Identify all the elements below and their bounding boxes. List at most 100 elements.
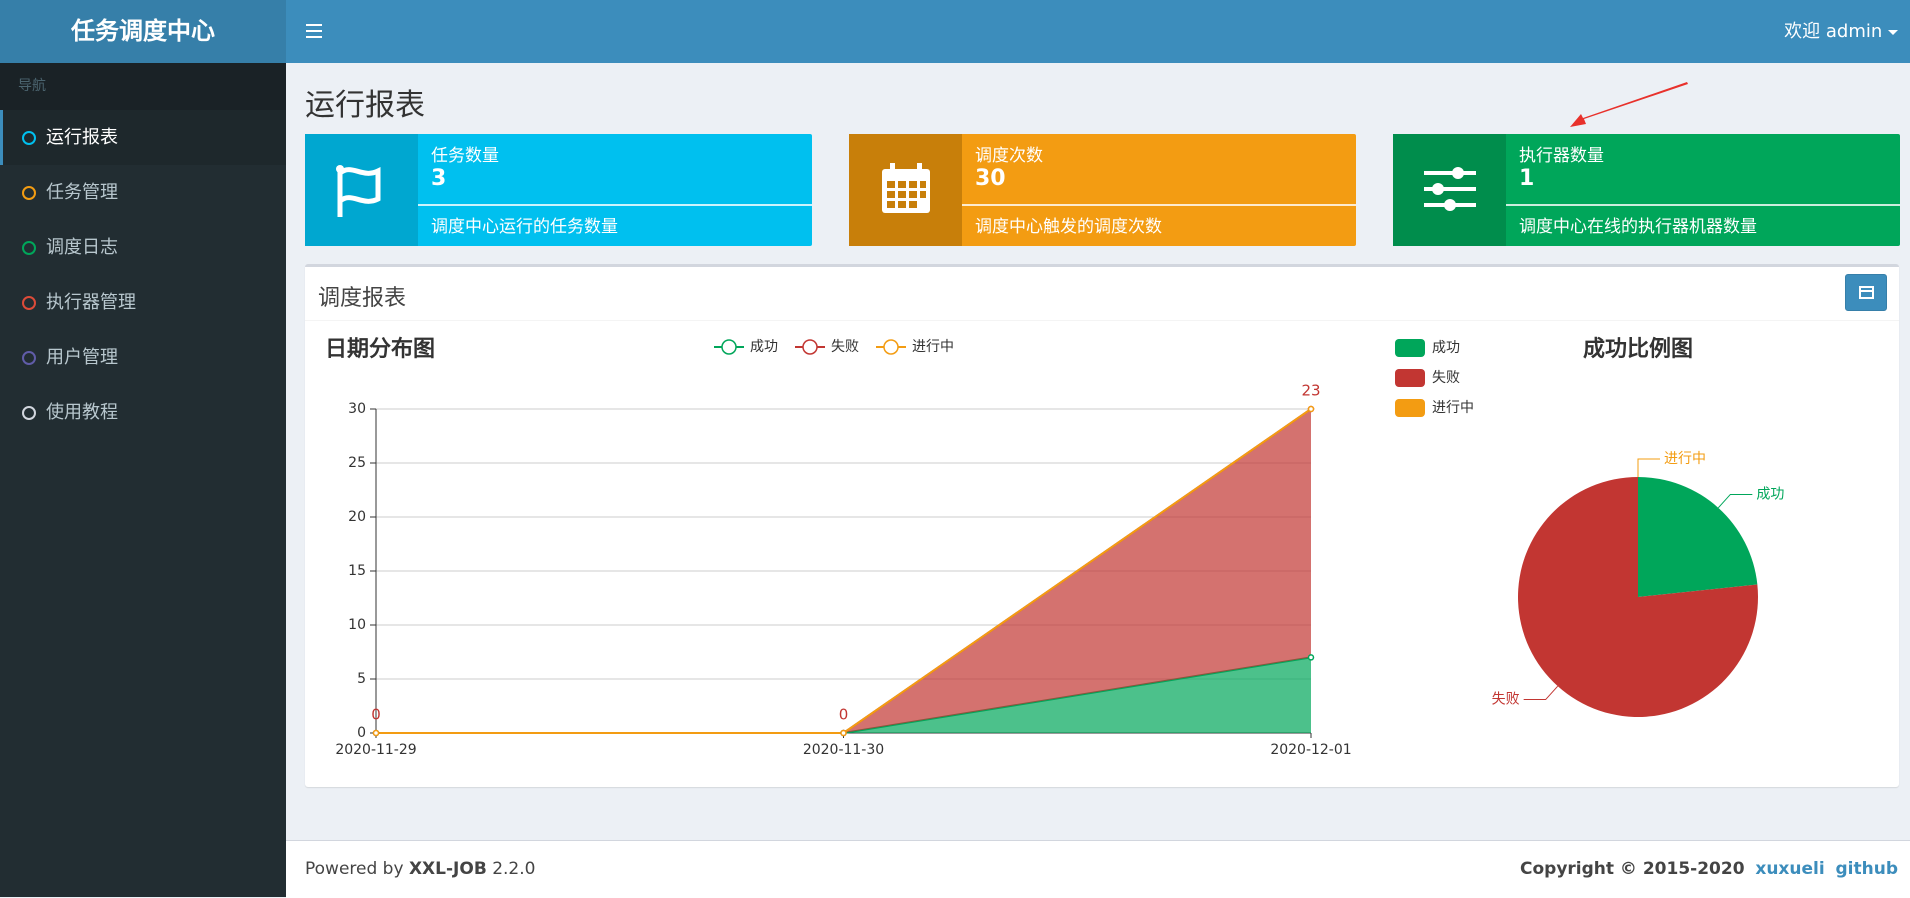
x-tick-label: 2020-11-30 (803, 742, 884, 758)
menu-item[interactable]: 执行器管理 (0, 275, 286, 330)
point (372, 729, 380, 737)
menu: 运行报表任务管理调度日志执行器管理用户管理使用教程 (0, 110, 286, 440)
user-label: 欢迎 admin (1784, 21, 1883, 42)
date-button[interactable] (1845, 274, 1887, 311)
github-link[interactable]: github (1835, 859, 1899, 879)
stat-description: 调度中心运行的任务数量 (431, 217, 618, 237)
menu-item[interactable]: 任务管理 (0, 165, 286, 220)
stat-title: 调度次数 (975, 146, 1043, 166)
legend-label: 进行中 (1432, 400, 1474, 416)
menu-label: 执行器管理 (46, 292, 136, 313)
menu-item[interactable]: 使用教程 (0, 385, 286, 440)
stat-box: 执行器数量 1 调度中心在线的执行器机器数量 (1393, 134, 1900, 246)
menu-dot (22, 186, 36, 200)
stat-title: 任务数量 (431, 146, 499, 166)
menu-label: 调度日志 (46, 237, 118, 258)
pie-label: 进行中 (1664, 451, 1706, 467)
panel-divider (305, 320, 1899, 321)
top-bar (286, 0, 1910, 63)
legend-swatch (1395, 339, 1425, 357)
pie-label: 失败 (1492, 692, 1520, 708)
label-line (1717, 493, 1753, 509)
data-label: 0 (371, 706, 381, 724)
icon (336, 165, 381, 217)
calendar-icon (1859, 286, 1874, 299)
data-label: 0 (839, 706, 849, 724)
y-tick-label: 20 (348, 509, 366, 525)
legend-label: 失败 (831, 339, 859, 355)
menu-dot (22, 351, 36, 365)
copyright: Copyright © 2015-2020 (1520, 859, 1745, 879)
point (1307, 654, 1315, 661)
y-tick-label: 10 (348, 617, 366, 633)
data-label: 23 (1301, 382, 1320, 400)
y-tick-label: 15 (348, 563, 366, 579)
stat-divider (962, 204, 1356, 206)
stat-title: 执行器数量 (1519, 146, 1604, 166)
area (376, 409, 1311, 733)
stat-value: 30 (975, 166, 1006, 191)
page-title: 运行报表 (305, 88, 425, 123)
menu-item[interactable]: 调度日志 (0, 220, 286, 275)
stat-icon (305, 134, 418, 246)
legend-label: 成功 (1432, 340, 1460, 356)
menu-item[interactable]: 用户管理 (0, 330, 286, 385)
legend-swatch (1395, 399, 1425, 417)
y-tick-label: 0 (357, 725, 366, 741)
copyright-block: Copyright © 2015-2020 xuxueli github (1520, 841, 1898, 898)
author-link[interactable]: xuxueli (1755, 859, 1825, 879)
menu-label: 运行报表 (46, 127, 118, 148)
stat-icon (1393, 134, 1506, 246)
label-line (1523, 685, 1559, 701)
icon (1424, 167, 1476, 211)
menu-dot (22, 241, 36, 255)
y-tick-label: 30 (348, 401, 366, 417)
legend-label: 失败 (1432, 370, 1460, 386)
footer: Powered by XXL-JOB 2.2.0 Copyright © 201… (286, 840, 1910, 898)
version: 2.2.0 (492, 859, 536, 879)
legend-marker (721, 339, 737, 355)
stat-description: 调度中心在线的执行器机器数量 (1519, 217, 1757, 237)
chart-title: 成功比例图 (1583, 337, 1693, 362)
nav-header-bg (0, 63, 286, 110)
y-tick-label: 25 (348, 455, 366, 471)
menu-label: 任务管理 (46, 182, 118, 203)
pie-slice (1638, 477, 1758, 597)
menu-label: 用户管理 (46, 347, 118, 368)
area (376, 657, 1311, 733)
pie-slice (1518, 477, 1758, 718)
menu-dot (22, 296, 36, 310)
stat-description: 调度中心触发的调度次数 (975, 217, 1162, 237)
icon (882, 163, 930, 213)
stat-value: 3 (431, 166, 447, 191)
menu-dot (22, 131, 36, 145)
user-menu[interactable]: 欢迎 admin (1784, 0, 1898, 63)
label-line (1637, 458, 1660, 477)
pie-label: 成功 (1756, 486, 1784, 502)
point (840, 729, 847, 737)
powered: Powered by XXL-JOB 2.2.0 (305, 841, 535, 898)
x-tick-label: 2020-12-01 (1270, 742, 1351, 758)
product: XXL-JOB (408, 859, 487, 879)
nav-header: 导航 (18, 78, 46, 94)
y-tick-label: 5 (357, 671, 366, 687)
legend-marker (802, 339, 818, 355)
stat-box: 任务数量 3 调度中心运行的任务数量 (305, 134, 812, 246)
menu-dot (22, 406, 36, 420)
menu-label: 使用教程 (46, 402, 118, 423)
stat-divider (1506, 204, 1900, 206)
menu-item[interactable]: 运行报表 (0, 110, 286, 165)
legend-marker (883, 339, 899, 355)
x-tick-label: 2020-11-29 (335, 742, 416, 758)
legend-label: 成功 (750, 339, 778, 355)
stat-divider (418, 204, 812, 206)
logo[interactable]: 任务调度中心 (0, 0, 286, 63)
chart-title: 日期分布图 (325, 336, 435, 362)
menu-toggle[interactable] (306, 24, 322, 38)
panel-title: 调度报表 (318, 286, 407, 311)
powered-label: Powered by (305, 859, 404, 879)
point (1307, 405, 1315, 413)
red-arrow (1570, 82, 1688, 127)
